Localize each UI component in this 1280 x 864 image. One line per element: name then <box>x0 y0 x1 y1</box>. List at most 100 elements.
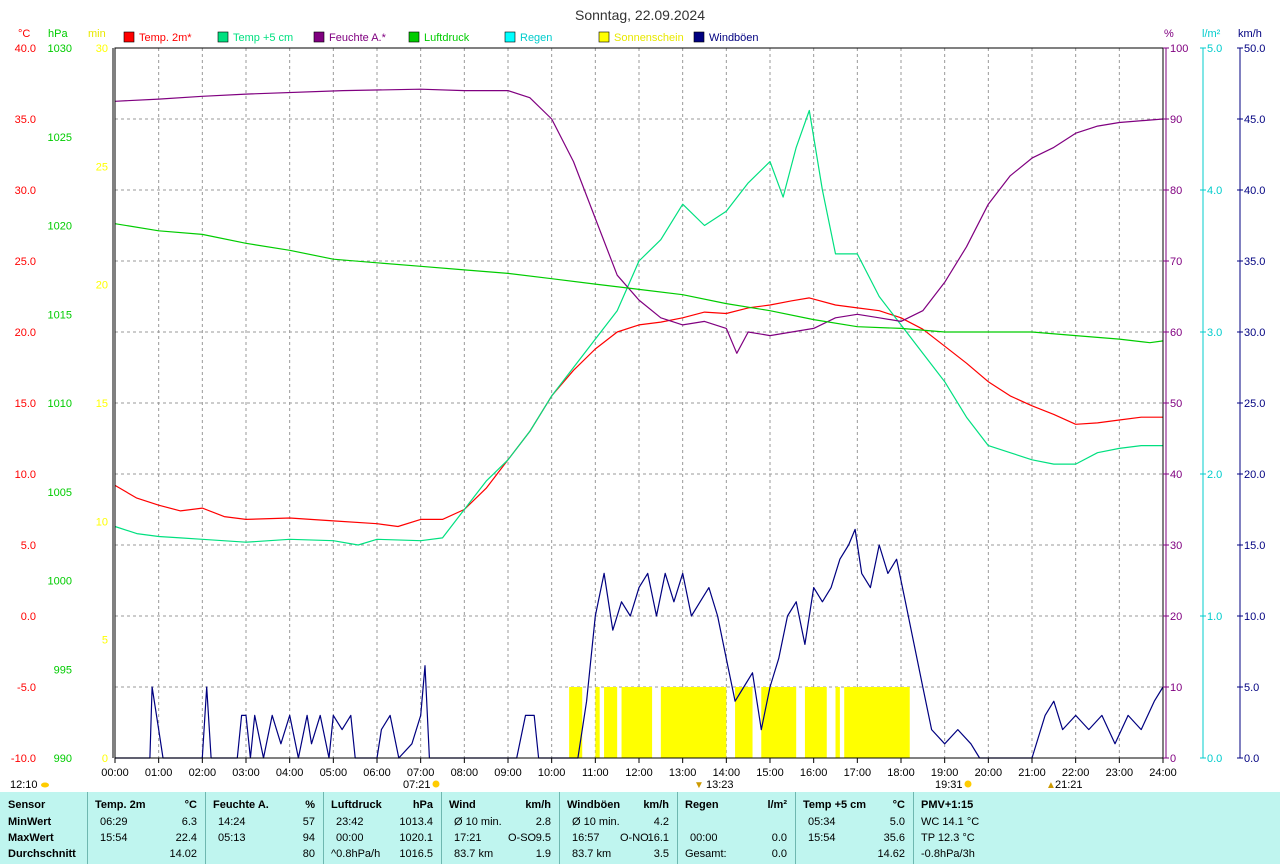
x-tick-label: 02:00 <box>189 767 217 779</box>
stats-header-humidity: Feuchte A. <box>213 799 269 811</box>
temp-tick-label: 30.0 <box>15 185 36 197</box>
rain-tick-label: 2.0 <box>1207 469 1222 481</box>
stats-col-humidity: Feuchte A. % 14:24 57 05:13 94 80 <box>206 792 324 864</box>
stats-header-temp2m: Temp. 2m <box>95 799 146 811</box>
x-tick-label: 24:00 <box>1149 767 1177 779</box>
hum-tick-label: 30 <box>1170 540 1182 552</box>
pmv-dewpoint: TP 12.3 °C <box>921 832 975 844</box>
left-axes: 40.0 35.0 30.0 25.0 20.0 15.0 10.0 5.0 0.0 -5.0 -1… <box>11 43 114 765</box>
gusts-distance: 83.7 km <box>572 848 612 860</box>
moonrise-label: 21:21 <box>1055 779 1083 791</box>
wind-tick-label: 15.0 <box>1244 540 1265 552</box>
x-axis: 00:00 01:00 02:00 03:00 04:00 05:00 06:00 07:00… <box>101 758 1177 779</box>
series-temp-2m <box>114 297 1163 528</box>
stats-unit-wind: km/h <box>525 799 551 811</box>
temp5cm-max-time: 15:54 <box>808 832 836 844</box>
wind-tick-label: 10.0 <box>1244 611 1265 623</box>
temp-tick-label: 15.0 <box>15 398 36 410</box>
temp5cm-min: 5.0 <box>889 816 905 828</box>
sunshine-bars <box>569 687 910 758</box>
daylength-label: 12:10 <box>10 779 38 791</box>
rain-tick-label: 3.0 <box>1207 327 1222 339</box>
stats-col-temp5cm: Temp +5 cm °C 05:34 5.0 15:54 35.6 14.62 <box>796 792 914 864</box>
legend-label: Windböen <box>709 32 759 44</box>
temp2m-min-time: 06:29 <box>100 816 128 828</box>
sunset-label: 19:31 <box>935 779 963 791</box>
press-tick-label: 995 <box>54 664 72 676</box>
sun-tick-label: 15 <box>96 398 108 410</box>
x-tick-label: 21:00 <box>1018 767 1046 779</box>
press-tick-label: 1030 <box>48 43 72 55</box>
press-tick-label: 1020 <box>48 221 72 233</box>
x-tick-label: 12:00 <box>625 767 653 779</box>
series-feuchte-a <box>114 88 1164 354</box>
x-tick-label: 14:00 <box>713 767 741 779</box>
rain-max: 0.0 <box>771 832 787 844</box>
press-tick-label: 1010 <box>48 398 72 410</box>
legend-swatch <box>408 31 420 43</box>
pressure-trend: ^0.8hPa/h <box>331 848 381 860</box>
x-tick-label: 08:00 <box>451 767 479 779</box>
legend-swatch <box>693 31 705 43</box>
x-tick-label: 19:00 <box>931 767 959 779</box>
stats-header-pmv: PMV+1:15 <box>921 799 974 811</box>
stats-col-temp2m: Temp. 2m °C 06:29 6.3 15:54 22.4 14.02 <box>88 792 206 864</box>
stats-col-pmv: PMV+1:15 WC 14.1 °C TP 12.3 °C -0.8hPa/3… <box>914 792 1280 864</box>
temp-tick-label: -10.0 <box>11 753 36 765</box>
x-tick-label: 13:00 <box>669 767 697 779</box>
x-tick-label: 05:00 <box>320 767 348 779</box>
stats-header-temp5cm: Temp +5 cm <box>803 799 867 811</box>
sun-tick-label: 0 <box>102 753 108 765</box>
temp-tick-label: 35.0 <box>15 114 36 126</box>
x-tick-label: 01:00 <box>145 767 173 779</box>
series-windb-en <box>115 528 1164 759</box>
humidity-max-time: 05:13 <box>218 832 246 844</box>
gusts-avg10: 4.2 <box>653 816 669 828</box>
hum-unit-label: % <box>1164 28 1174 40</box>
x-tick-label: 17:00 <box>844 767 872 779</box>
stats-unit-humidity: % <box>305 799 315 811</box>
moonrise-icon: ▲ <box>1046 780 1056 791</box>
x-tick-label: 16:00 <box>800 767 828 779</box>
x-tick-label: 03:00 <box>232 767 260 779</box>
stats-row-min: MinWert <box>8 816 52 828</box>
sunshine-bar <box>595 687 600 758</box>
sunrise-label: 07:21 <box>403 779 431 791</box>
temp2m-max-time: 15:54 <box>100 832 128 844</box>
stats-row-avg: Durchschnitt <box>8 848 76 860</box>
legend-label: Temp. 2m* <box>139 32 192 44</box>
pressure-avg: 1016.5 <box>399 848 433 860</box>
stats-unit-temp2m: °C <box>184 799 197 811</box>
sunshine-bar <box>569 687 583 758</box>
rain-tick-label: 5.0 <box>1207 43 1222 55</box>
sun-tick-label: 30 <box>96 43 108 55</box>
gusts-avg10-label: Ø 10 min. <box>572 816 620 828</box>
grid <box>115 48 1163 758</box>
wind-tick-label: 25.0 <box>1244 398 1265 410</box>
rain-total-label: Gesamt: <box>685 848 727 860</box>
wind-tick-label: 45.0 <box>1244 114 1265 126</box>
wind-max: 9.5 <box>535 832 551 844</box>
legend-label: Luftdruck <box>424 32 470 44</box>
sun-tick-label: 10 <box>96 516 108 528</box>
stats-col-wind: Wind km/h Ø 10 min. 2.8 17:21 O-SO 9.5 8… <box>442 792 560 864</box>
x-tick-label: 11:00 <box>582 767 609 779</box>
press-tick-label: 1015 <box>48 309 72 321</box>
rain-total: 0.0 <box>771 848 787 860</box>
series-lines <box>114 88 1164 759</box>
series-temp-5-cm <box>114 109 1163 546</box>
temp5cm-avg: 14.62 <box>877 848 905 860</box>
x-tick-label: 10:00 <box>538 767 566 779</box>
x-tick-label: 15:00 <box>756 767 784 779</box>
temp5cm-min-time: 05:34 <box>808 816 836 828</box>
wind-tick-label: 50.0 <box>1244 43 1265 55</box>
wind-max-time: 17:21 <box>454 832 482 844</box>
legend-swatch <box>123 31 135 43</box>
temp-tick-label: 25.0 <box>15 256 36 268</box>
sun-tick-label: 20 <box>96 280 108 292</box>
legend-swatch <box>313 31 325 43</box>
wind-avg10: 2.8 <box>535 816 551 828</box>
sunshine-bar <box>604 687 618 758</box>
temp5cm-max: 35.6 <box>883 832 905 844</box>
stats-unit-gusts: km/h <box>643 799 669 811</box>
